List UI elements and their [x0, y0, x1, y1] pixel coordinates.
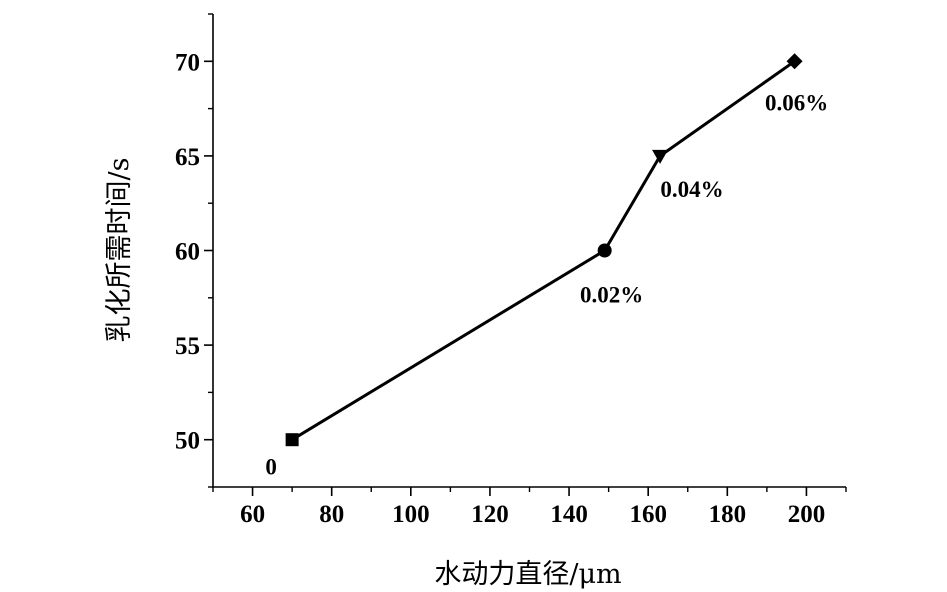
y-tick-label: 60	[175, 239, 200, 266]
y-tick-label: 55	[175, 333, 200, 360]
x-tick-label: 140	[550, 501, 588, 528]
x-tick-label: 200	[788, 501, 826, 528]
point-label: 0.06%	[765, 90, 828, 115]
x-axis-ticks: 60 80 100 120 140 160 180 200	[212, 487, 847, 528]
x-tick-label: 80	[319, 501, 344, 528]
y-tick-label: 65	[175, 144, 200, 171]
series-line	[291, 60, 796, 441]
point-label: 0	[265, 455, 277, 480]
y-axis-title: 乳化所需时间/s	[104, 158, 135, 343]
series-group: 0 0.02% 0.04% 0.06%	[265, 53, 828, 480]
point-marker-triangle	[652, 149, 669, 164]
y-axis-ticks: 50 55 60 65 70	[175, 13, 213, 488]
point-marker-circle	[597, 243, 612, 258]
x-tick-label: 120	[471, 501, 509, 528]
point-label: 0.04%	[660, 177, 723, 202]
x-tick-label: 60	[240, 501, 265, 528]
point-label: 0.02%	[580, 283, 643, 308]
x-axis-title: 水动力直径/μm	[434, 559, 621, 590]
axes	[212, 14, 846, 488]
point-marker-square	[285, 433, 299, 447]
y-tick-label: 70	[175, 49, 200, 76]
y-tick-label: 50	[175, 428, 200, 455]
point-marker-diamond	[786, 53, 803, 70]
x-tick-label: 180	[709, 501, 747, 528]
x-tick-label: 160	[629, 501, 667, 528]
x-tick-label: 100	[392, 501, 430, 528]
